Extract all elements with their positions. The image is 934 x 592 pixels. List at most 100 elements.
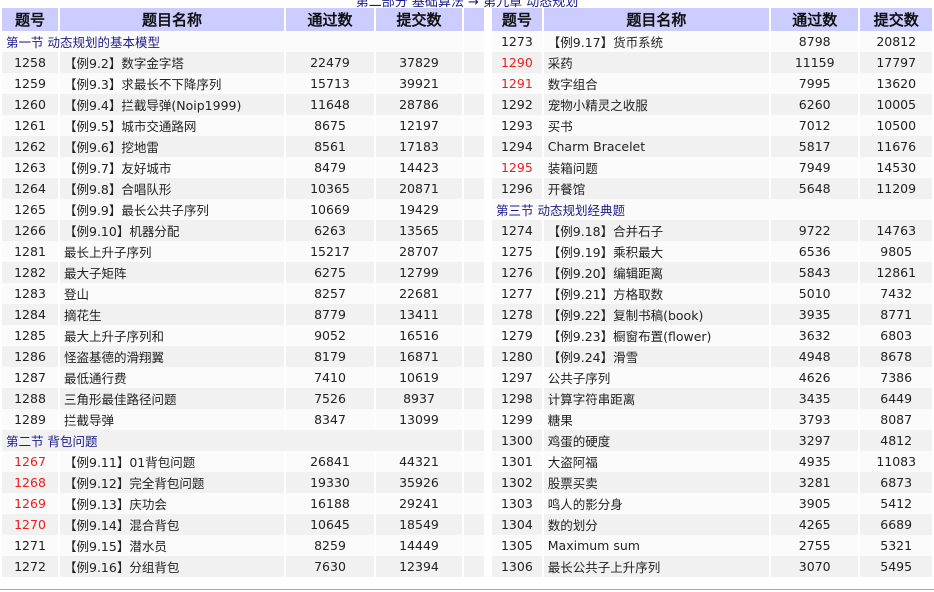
problem-id[interactable]: 1278: [492, 304, 542, 325]
problem-name-link[interactable]: 公共子序列: [543, 367, 770, 388]
problem-name-link[interactable]: 最长上升子序列: [60, 241, 284, 262]
problem-name-link[interactable]: 开餐馆: [543, 178, 770, 199]
problem-id[interactable]: 1298: [492, 388, 542, 409]
problem-name-link[interactable]: 【例9.6】挖地雷: [60, 136, 284, 157]
problem-id[interactable]: 1302: [492, 472, 542, 493]
breadcrumb[interactable]: 第二部分 基础算法 → 第九章 动态规划: [355, 0, 579, 10]
problem-id[interactable]: 1273: [492, 31, 542, 52]
problem-name-link[interactable]: 装箱问题: [543, 157, 770, 178]
problem-id[interactable]: 1261: [2, 115, 58, 136]
problem-name-link[interactable]: Maximum sum: [543, 535, 770, 556]
problem-id[interactable]: 1275: [492, 241, 542, 262]
problem-name-link[interactable]: 买书: [543, 115, 770, 136]
problem-name-link[interactable]: 【例9.3】求最长不下降序列: [60, 73, 284, 94]
problem-name-link[interactable]: 【例9.8】合唱队形: [60, 178, 284, 199]
problem-name-link[interactable]: 【例9.21】方格取数: [543, 283, 770, 304]
problem-name-link[interactable]: 鸣人的影分身: [543, 493, 770, 514]
problem-name-link[interactable]: 【例9.24】滑雪: [543, 346, 770, 367]
problem-id[interactable]: 1260: [2, 94, 58, 115]
problem-name-link[interactable]: 数的划分: [543, 514, 770, 535]
problem-name-link[interactable]: 【例9.23】橱窗布置(flower): [543, 325, 770, 346]
problem-name-link[interactable]: 【例9.2】数字金字塔: [60, 52, 284, 73]
problem-name-link[interactable]: 【例9.5】城市交通路网: [60, 115, 284, 136]
problem-id[interactable]: 1269: [2, 493, 58, 514]
problem-id[interactable]: 1294: [492, 136, 542, 157]
problem-name-link[interactable]: 怪盗基德的滑翔翼: [60, 346, 284, 367]
section-title[interactable]: 第三节 动态规划经典题: [492, 199, 932, 220]
problem-id[interactable]: 1262: [2, 136, 58, 157]
problem-id[interactable]: 1267: [2, 451, 58, 472]
problem-name-link[interactable]: 【例9.14】混合背包: [60, 514, 284, 535]
problem-name-link[interactable]: 股票买卖: [543, 472, 770, 493]
problem-id[interactable]: 1274: [492, 220, 542, 241]
problem-id[interactable]: 1288: [2, 388, 58, 409]
problem-id[interactable]: 1277: [492, 283, 542, 304]
problem-id[interactable]: 1300: [492, 430, 542, 451]
problem-name-link[interactable]: 【例9.13】庆功会: [60, 493, 284, 514]
problem-name-link[interactable]: 【例9.15】潜水员: [60, 535, 284, 556]
problem-id[interactable]: 1295: [492, 157, 542, 178]
problem-name-link[interactable]: 大盗阿福: [543, 451, 770, 472]
problem-id[interactable]: 1286: [2, 346, 58, 367]
section-title[interactable]: 第一节 动态规划的基本模型: [2, 31, 462, 52]
problem-id[interactable]: 1289: [2, 409, 58, 430]
problem-name-link[interactable]: 【例9.12】完全背包问题: [60, 472, 284, 493]
problem-name-link[interactable]: 【例9.4】拦截导弹(Noip1999): [60, 94, 284, 115]
problem-id[interactable]: 1290: [492, 52, 542, 73]
problem-id[interactable]: 1305: [492, 535, 542, 556]
problem-id[interactable]: 1270: [2, 514, 58, 535]
problem-name-link[interactable]: 数字组合: [543, 73, 770, 94]
problem-name-link[interactable]: 【例9.9】最长公共子序列: [60, 199, 284, 220]
problem-id[interactable]: 1285: [2, 325, 58, 346]
problem-id[interactable]: 1303: [492, 493, 542, 514]
problem-id[interactable]: 1301: [492, 451, 542, 472]
problem-name-link[interactable]: Charm Bracelet: [543, 136, 770, 157]
problem-name-link[interactable]: 计算字符串距离: [543, 388, 770, 409]
problem-name-link[interactable]: 鸡蛋的硬度: [543, 430, 770, 451]
problem-id[interactable]: 1283: [2, 283, 58, 304]
problem-id[interactable]: 1276: [492, 262, 542, 283]
problem-name-link[interactable]: 拦截导弹: [60, 409, 284, 430]
problem-name-link[interactable]: 【例9.11】01背包问题: [60, 451, 284, 472]
problem-id[interactable]: 1293: [492, 115, 542, 136]
problem-name-link[interactable]: 【例9.7】友好城市: [60, 157, 284, 178]
problem-name-link[interactable]: 糖果: [543, 409, 770, 430]
problem-id[interactable]: 1259: [2, 73, 58, 94]
problem-name-link[interactable]: 【例9.17】货币系统: [543, 31, 770, 52]
problem-id[interactable]: 1282: [2, 262, 58, 283]
problem-name-link[interactable]: 【例9.19】乘积最大: [543, 241, 770, 262]
problem-name-link[interactable]: 【例9.10】机器分配: [60, 220, 284, 241]
problem-name-link[interactable]: 最大上升子序列和: [60, 325, 284, 346]
problem-id[interactable]: 1281: [2, 241, 58, 262]
problem-id[interactable]: 1299: [492, 409, 542, 430]
problem-id[interactable]: 1263: [2, 157, 58, 178]
problem-id[interactable]: 1258: [2, 52, 58, 73]
problem-id[interactable]: 1265: [2, 199, 58, 220]
problem-id[interactable]: 1306: [492, 556, 542, 577]
problem-name-link[interactable]: 登山: [60, 283, 284, 304]
problem-id[interactable]: 1280: [492, 346, 542, 367]
problem-id[interactable]: 1297: [492, 367, 542, 388]
problem-id[interactable]: 1291: [492, 73, 542, 94]
problem-id[interactable]: 1287: [2, 367, 58, 388]
problem-name-link[interactable]: 摘花生: [60, 304, 284, 325]
problem-name-link[interactable]: 最长公共子上升序列: [543, 556, 770, 577]
problem-name-link[interactable]: 最低通行费: [60, 367, 284, 388]
problem-name-link[interactable]: 【例9.20】编辑距离: [543, 262, 770, 283]
section-title[interactable]: 第二节 背包问题: [2, 430, 462, 451]
problem-name-link[interactable]: 【例9.22】复制书稿(book): [543, 304, 770, 325]
problem-id[interactable]: 1292: [492, 94, 542, 115]
problem-name-link[interactable]: 三角形最佳路径问题: [60, 388, 284, 409]
problem-id[interactable]: 1264: [2, 178, 58, 199]
problem-id[interactable]: 1272: [2, 556, 58, 577]
problem-id[interactable]: 1279: [492, 325, 542, 346]
problem-id[interactable]: 1284: [2, 304, 58, 325]
problem-name-link[interactable]: 宠物小精灵之收服: [543, 94, 770, 115]
problem-id[interactable]: 1296: [492, 178, 542, 199]
problem-id[interactable]: 1268: [2, 472, 58, 493]
problem-id[interactable]: 1266: [2, 220, 58, 241]
problem-name-link[interactable]: 采药: [543, 52, 770, 73]
problem-id[interactable]: 1271: [2, 535, 58, 556]
problem-name-link[interactable]: 【例9.18】合并石子: [543, 220, 770, 241]
problem-id[interactable]: 1304: [492, 514, 542, 535]
